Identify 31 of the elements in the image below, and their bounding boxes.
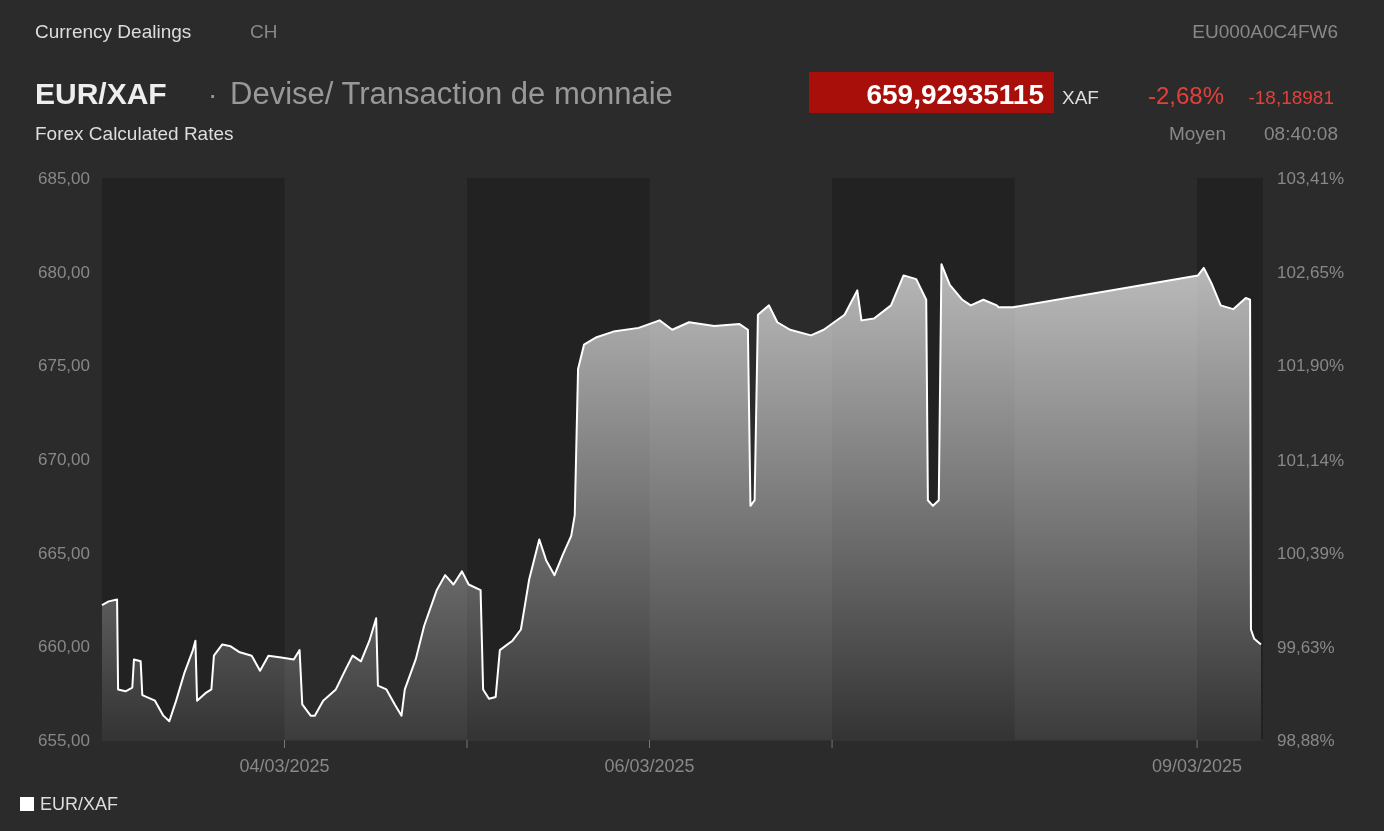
text: XAF	[1062, 87, 1099, 108]
y2-tick-label: 99,63%	[1277, 637, 1335, 657]
text: -18,18981	[1248, 87, 1334, 108]
text: EU000A0C4FW6	[1192, 21, 1338, 42]
y2-tick-label: 103,41%	[1277, 168, 1345, 188]
legend-label: EUR/XAF	[40, 794, 119, 814]
y-tick-label: 675,00	[38, 356, 90, 376]
text: CH	[250, 21, 278, 42]
y2-tick-label: 98,88%	[1277, 730, 1335, 750]
x-tick-label: 09/03/2025	[1152, 756, 1243, 776]
y2-tick-label: 100,39%	[1277, 543, 1345, 563]
y-tick-label: 655,00	[38, 730, 90, 750]
text: Currency Dealings	[35, 21, 192, 42]
y2-tick-label: 101,90%	[1277, 356, 1345, 376]
text: 08:40:08	[1264, 123, 1338, 144]
chart-title: EUR/XAF	[35, 77, 167, 110]
text: ·	[208, 79, 218, 110]
x-tick-label: 06/03/2025	[604, 756, 695, 776]
y-tick-label: 670,00	[38, 449, 90, 469]
text: -2,68%	[1147, 82, 1224, 109]
chart-subtitle: Devise/ Transaction de monnaie	[230, 76, 673, 111]
y2-tick-label: 101,14%	[1277, 450, 1345, 470]
y-tick-label: 660,00	[38, 637, 90, 657]
y-tick-label: 665,00	[38, 543, 90, 563]
text: 659,92935115	[866, 79, 1044, 110]
text: Moyen	[1168, 123, 1226, 144]
x-tick-label: 04/03/2025	[239, 756, 330, 776]
text: Forex Calculated Rates	[35, 123, 234, 144]
y-tick-label: 680,00	[38, 262, 90, 282]
y-tick-label: 685,00	[38, 168, 90, 188]
y2-tick-label: 102,65%	[1277, 263, 1345, 283]
